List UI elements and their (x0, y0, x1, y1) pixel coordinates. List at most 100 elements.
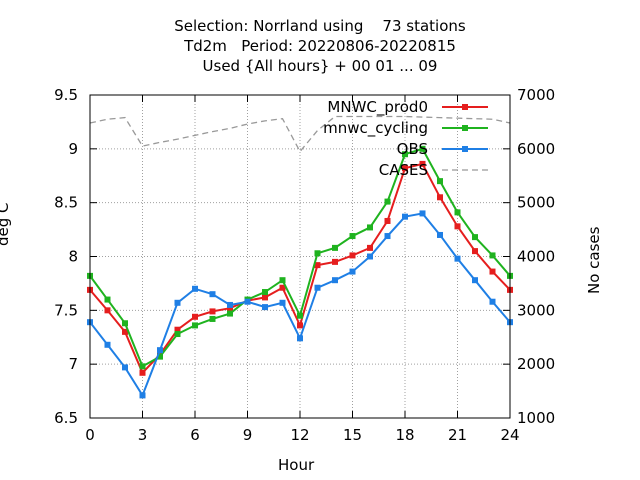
data-point-mnwc_prod0 (227, 305, 233, 312)
data-point-mnwc_cycling (332, 244, 338, 251)
y-tick-label: 9.5 (54, 86, 78, 104)
data-point-mnwc_cycling (174, 331, 181, 338)
x-tick-label: 6 (190, 426, 200, 444)
data-point-mnwc_cycling (104, 296, 111, 303)
y2-tick-label: 4000 (517, 248, 555, 266)
data-point-obs (192, 285, 198, 292)
data-point-obs (437, 231, 443, 238)
data-point-obs (349, 268, 356, 275)
data-point-mnwc_prod0 (262, 294, 268, 301)
y-tick-label: 9 (68, 140, 78, 158)
data-point-mnwc_cycling (122, 320, 128, 327)
legend-marker (462, 146, 468, 152)
data-point-mnwc_prod0 (489, 268, 496, 275)
data-point-mnwc_cycling (262, 289, 268, 296)
data-point-mnwc_cycling (209, 315, 216, 322)
series-line-cases (89, 115, 511, 153)
data-point-obs (262, 304, 268, 311)
data-point-mnwc_prod0 (384, 217, 391, 224)
data-point-obs (489, 298, 496, 305)
data-point-mnwc_prod0 (209, 308, 216, 315)
legend-label: CASES (379, 161, 428, 179)
grid-lines (90, 95, 510, 418)
y-tick-label: 7.5 (54, 301, 78, 319)
data-point-obs (297, 335, 303, 342)
data-point-mnwc_cycling (192, 322, 198, 329)
data-point-obs (472, 277, 478, 284)
y-tick-label: 6.5 (54, 409, 78, 427)
data-point-obs (332, 277, 338, 284)
data-point-mnwc_cycling (139, 363, 146, 370)
data-point-obs (174, 299, 181, 306)
data-point-obs (139, 392, 146, 399)
x-tick-label: 12 (290, 426, 309, 444)
data-point-obs (314, 284, 321, 291)
data-point-mnwc_prod0 (367, 244, 373, 251)
data-point-obs (157, 347, 163, 354)
data-point-mnwc_cycling (227, 310, 233, 317)
data-point-obs (244, 298, 251, 305)
y-tick-label: 7 (68, 355, 78, 373)
y2-tick-label: 7000 (517, 86, 555, 104)
data-point-mnwc_prod0 (314, 262, 321, 269)
axis-ticks: 6.5 7 7.5 8 8.5 9 9.5 1000 2000 3000 4000 5000 6000 7… (54, 86, 555, 444)
data-point-mnwc_prod0 (349, 252, 356, 259)
x-tick-label: 9 (243, 426, 253, 444)
data-point-obs (419, 210, 426, 217)
chart-title-line-3: Used {All hours} + 00 01 ... 09 (202, 57, 438, 75)
data-point-mnwc_cycling (349, 233, 356, 240)
data-point-mnwc_prod0 (402, 165, 408, 172)
data-point-mnwc_prod0 (104, 307, 111, 314)
data-point-mnwc_cycling (419, 145, 426, 152)
y2-tick-label: 5000 (517, 194, 555, 212)
data-point-mnwc_cycling (472, 234, 478, 241)
data-point-mnwc_prod0 (297, 322, 303, 329)
data-point-mnwc_prod0 (419, 160, 426, 167)
data-point-mnwc_cycling (454, 209, 461, 216)
y-tick-label: 8 (68, 248, 78, 266)
x-tick-label: 15 (343, 426, 362, 444)
data-point-mnwc_prod0 (472, 248, 478, 255)
x-axis-label: Hour (278, 456, 315, 474)
y2-tick-label: 6000 (517, 140, 555, 158)
legend-label: OBS (397, 140, 428, 158)
data-point-mnwc_prod0 (122, 328, 128, 335)
y2-tick-label: 1000 (517, 409, 555, 427)
data-point-mnwc_cycling (297, 312, 303, 319)
legend-label: mnwc_cycling (323, 119, 428, 138)
legend-marker (462, 104, 468, 110)
y-tick-label: 8.5 (54, 194, 78, 212)
x-tick-label: 3 (138, 426, 148, 444)
legend-marker (462, 125, 468, 131)
data-point-mnwc_cycling (367, 224, 373, 231)
x-tick-label: 18 (395, 426, 414, 444)
data-point-obs (104, 341, 111, 348)
y2-tick-label: 3000 (517, 301, 555, 319)
data-point-mnwc_prod0 (192, 313, 198, 320)
data-point-mnwc_cycling (437, 178, 443, 185)
chart-title-line-1: Selection: Norrland using 73 stations (174, 17, 466, 35)
data-point-mnwc_cycling (279, 277, 286, 284)
data-point-obs (367, 253, 373, 260)
data-point-mnwc_cycling (489, 252, 496, 259)
data-point-mnwc_cycling (384, 198, 391, 205)
data-point-obs (384, 233, 391, 240)
data-point-mnwc_cycling (314, 250, 321, 257)
data-point-obs (279, 299, 286, 306)
data-point-obs (402, 213, 408, 220)
data-point-mnwc_cycling (157, 353, 163, 360)
data-point-mnwc_prod0 (454, 223, 461, 230)
data-point-mnwc_prod0 (174, 326, 181, 333)
y2-tick-label: 2000 (517, 355, 555, 373)
data-point-mnwc_prod0 (139, 369, 146, 376)
data-point-obs (454, 255, 461, 262)
legend-label: MNWC_prod0 (327, 98, 428, 117)
data-point-obs (209, 291, 216, 298)
data-point-mnwc_cycling (402, 151, 408, 158)
data-point-mnwc_prod0 (437, 194, 443, 201)
legend: MNWC_prod0 mnwc_cycling OBS CASES (323, 98, 488, 179)
data-point-obs (227, 301, 233, 308)
data-point-mnwc_prod0 (279, 284, 286, 291)
x-tick-label: 21 (448, 426, 467, 444)
